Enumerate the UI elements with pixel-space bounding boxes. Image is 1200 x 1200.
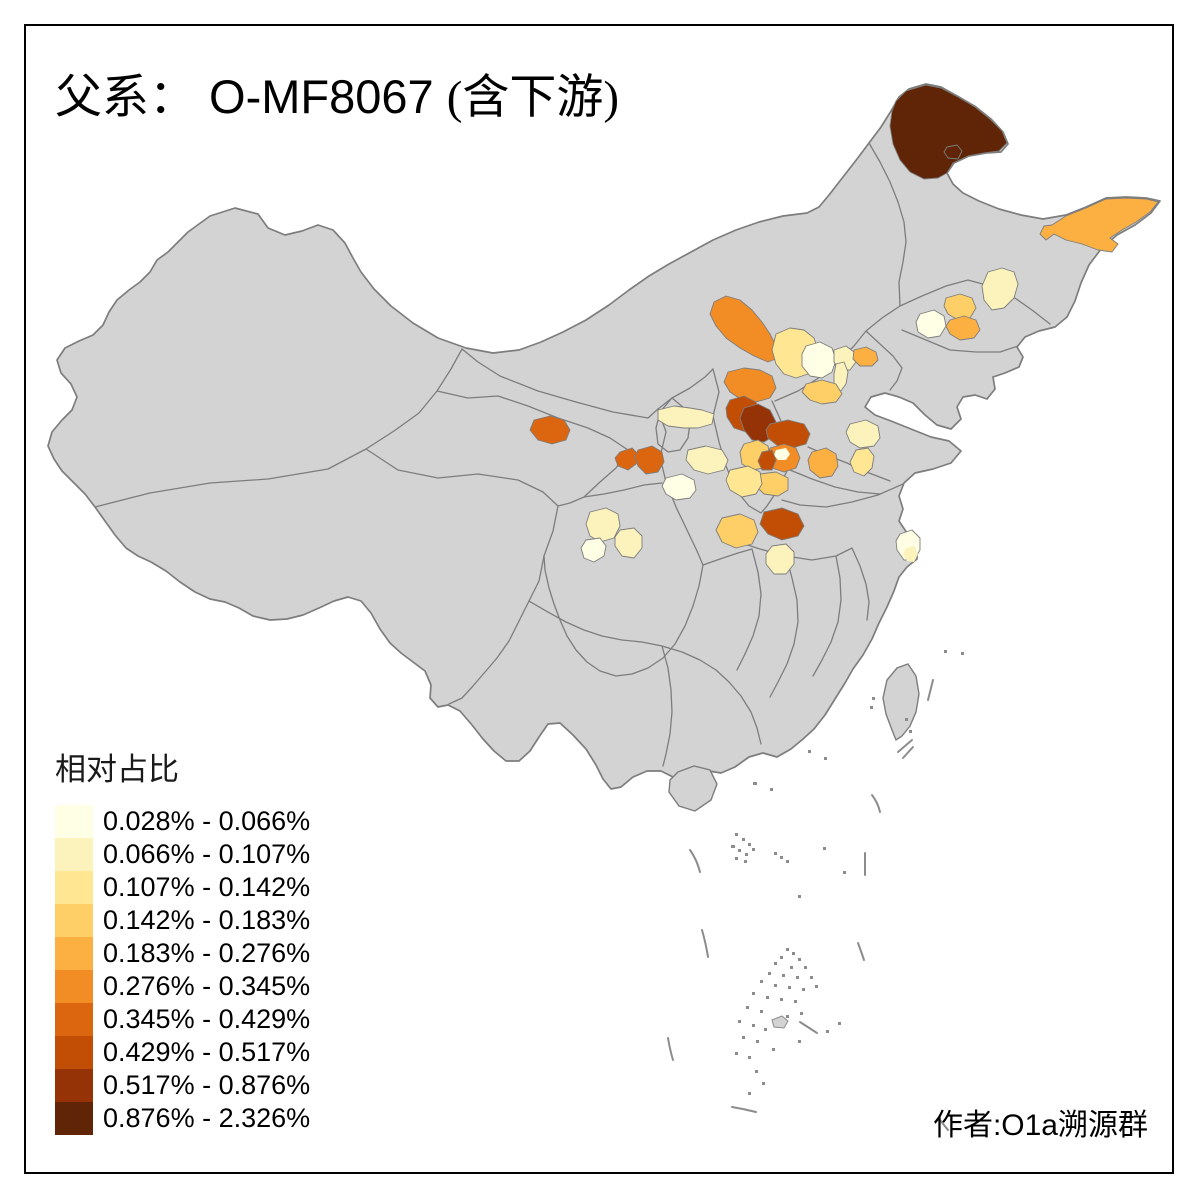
islet	[771, 1015, 789, 1029]
legend-label: 0.345% - 0.429%	[103, 1004, 311, 1034]
legend-row: 0.142% - 0.183%	[55, 904, 310, 937]
legend-row: 0.345% - 0.429%	[55, 1003, 310, 1036]
map-region	[580, 537, 607, 563]
map-region	[807, 447, 839, 479]
legend-swatch	[55, 937, 93, 970]
page-title: 父系： O-MF8067 (含下游)	[55, 58, 619, 127]
south-china-sea-islands	[731, 650, 964, 1095]
title-suffix: (含下游)	[446, 72, 620, 124]
legend-row: 0.276% - 0.345%	[55, 970, 310, 1003]
map-region	[801, 379, 843, 405]
legend: 相对占比 0.028% - 0.066% 0.066% - 0.107% 0.1…	[55, 744, 310, 1135]
map-region	[765, 543, 795, 575]
hainan-island	[668, 765, 718, 812]
author-credit: 作者:O1a溯源群	[932, 1109, 1148, 1142]
legend-label: 0.517% - 0.876%	[103, 1070, 311, 1100]
legend-swatch	[55, 1036, 93, 1069]
map-region	[657, 405, 715, 429]
title-haplogroup-code: O-MF8067	[196, 70, 447, 123]
legend-swatch	[55, 1069, 93, 1102]
legend-label: 0.276% - 0.345%	[103, 971, 311, 1001]
map-region	[774, 448, 790, 460]
legend-row: 0.107% - 0.142%	[55, 871, 310, 904]
map-region	[685, 445, 729, 475]
map-region	[889, 84, 1008, 180]
legend-swatch	[55, 871, 93, 904]
legend-label: 0.183% - 0.276%	[103, 938, 311, 968]
taiwan-island	[882, 663, 920, 742]
sea-boundary-dashes	[667, 679, 949, 1131]
map-region	[1039, 197, 1159, 253]
legend-swatch	[55, 805, 93, 838]
map-region	[833, 361, 849, 393]
map-region	[614, 527, 643, 559]
map-region	[715, 513, 759, 549]
legend-swatch	[55, 1003, 93, 1036]
legend-swatch	[55, 838, 93, 871]
map-region	[765, 419, 811, 449]
legend-title: 相对占比	[55, 752, 179, 787]
legend-row: 0.183% - 0.276%	[55, 937, 310, 970]
map-region	[845, 419, 881, 449]
map-region	[661, 473, 697, 501]
map-region	[725, 465, 763, 498]
legend-row: 0.066% - 0.107%	[55, 838, 310, 871]
map-region	[981, 267, 1019, 311]
legend-label: 0.107% - 0.142%	[103, 872, 311, 902]
map-region	[943, 144, 963, 160]
map-region	[634, 445, 665, 475]
map-region	[757, 449, 777, 471]
legend-row: 0.876% - 2.326%	[55, 1102, 310, 1135]
legend-swatch	[55, 970, 93, 1003]
map-region	[852, 346, 879, 367]
legend-row: 0.517% - 0.876%	[55, 1069, 310, 1102]
map-region	[614, 447, 639, 471]
title-prefix: 父系：	[55, 72, 196, 124]
legend-row: 0.429% - 0.517%	[55, 1036, 310, 1069]
map-region	[585, 507, 621, 543]
legend-label: 0.429% - 0.517%	[103, 1037, 311, 1067]
legend-row: 0.028% - 0.066%	[55, 805, 310, 838]
legend-label: 0.876% - 2.326%	[103, 1103, 311, 1133]
legend-label: 0.028% - 0.066%	[103, 806, 311, 836]
colored-regions	[529, 84, 1159, 575]
map-region	[849, 447, 875, 477]
map-region	[529, 415, 571, 445]
legend-label: 0.066% - 0.107%	[103, 839, 311, 869]
map-region	[945, 315, 981, 341]
legend-label: 0.142% - 0.183%	[103, 905, 311, 935]
map-region	[801, 341, 837, 379]
legend-swatch	[55, 904, 93, 937]
map-region	[723, 367, 777, 403]
map-region	[915, 309, 947, 339]
map-region	[903, 546, 918, 562]
china-mainland	[47, 83, 1161, 804]
legend-swatch	[55, 1102, 93, 1135]
map-region	[759, 507, 805, 541]
plot-frame	[24, 24, 1174, 1174]
